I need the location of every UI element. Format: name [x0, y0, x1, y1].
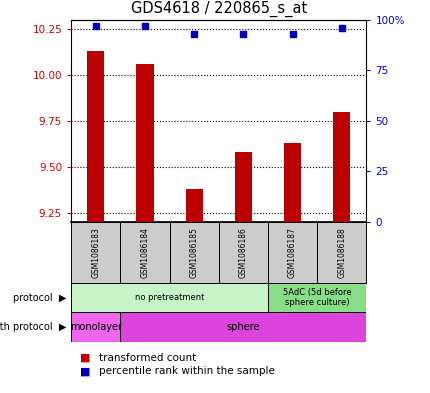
Title: GDS4618 / 220865_s_at: GDS4618 / 220865_s_at	[130, 1, 306, 17]
Point	[92, 22, 99, 29]
Text: GSM1086185: GSM1086185	[189, 227, 198, 278]
Text: GSM1086183: GSM1086183	[91, 227, 100, 278]
Text: sphere: sphere	[226, 322, 259, 332]
Point	[289, 31, 295, 37]
Bar	[234, 152, 252, 222]
Bar	[267, 283, 366, 312]
Bar	[283, 143, 301, 222]
Text: ■: ■	[80, 366, 90, 376]
Bar	[87, 51, 104, 222]
Bar	[169, 222, 218, 283]
Bar	[267, 222, 316, 283]
Bar	[185, 189, 202, 222]
Text: GSM1086184: GSM1086184	[140, 227, 149, 278]
Bar	[120, 312, 366, 342]
Point	[141, 22, 148, 29]
Bar	[136, 64, 153, 222]
Bar	[71, 222, 120, 283]
Text: protocol  ▶: protocol ▶	[13, 293, 67, 303]
Text: transformed count: transformed count	[99, 353, 196, 363]
Text: GSM1086187: GSM1086187	[287, 227, 296, 278]
Text: monolayer: monolayer	[70, 322, 121, 332]
Point	[338, 25, 344, 31]
Text: no pretreatment: no pretreatment	[135, 293, 204, 302]
Point	[190, 31, 197, 37]
Text: 5AdC (5d before
sphere culture): 5AdC (5d before sphere culture)	[282, 288, 350, 307]
Bar	[71, 283, 267, 312]
Bar	[218, 222, 267, 283]
Bar	[120, 222, 169, 283]
Text: ■: ■	[80, 353, 90, 363]
Point	[240, 31, 246, 37]
Bar	[316, 222, 366, 283]
Bar	[71, 312, 120, 342]
Text: GSM1086186: GSM1086186	[238, 227, 247, 278]
Bar	[332, 112, 350, 222]
Text: percentile rank within the sample: percentile rank within the sample	[99, 366, 274, 376]
Text: growth protocol  ▶: growth protocol ▶	[0, 322, 67, 332]
Text: GSM1086188: GSM1086188	[336, 227, 345, 278]
